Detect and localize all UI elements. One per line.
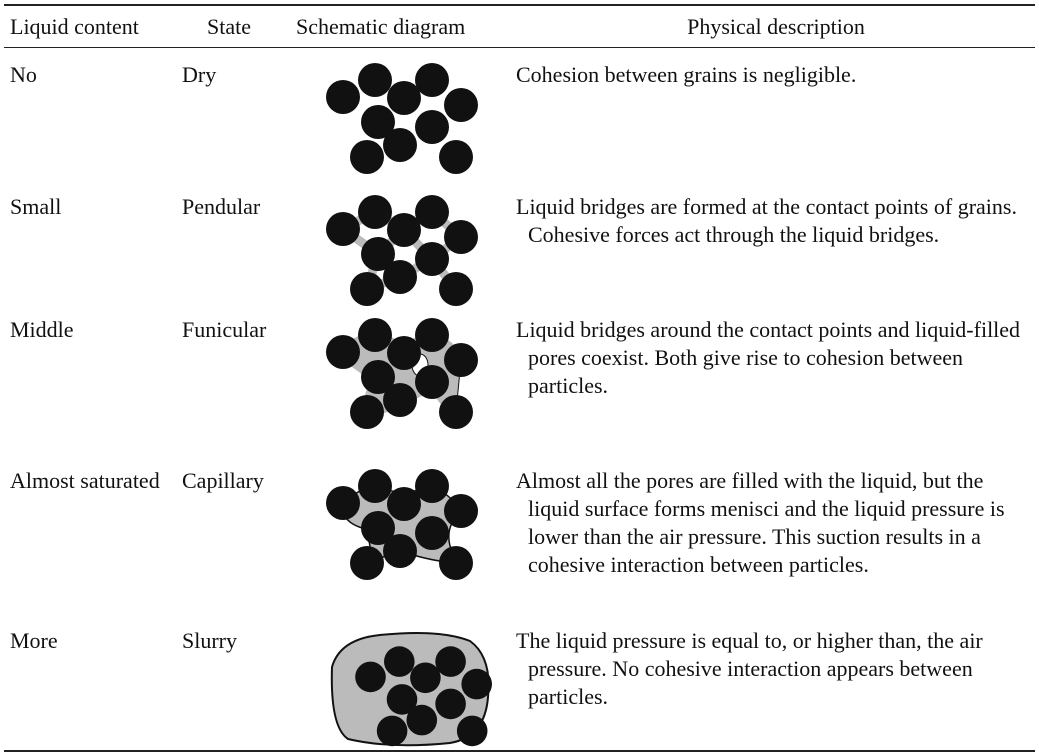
description: Almost all the pores are filled with the… bbox=[516, 468, 1005, 577]
description: Cohesion between grains is negligible. bbox=[516, 62, 857, 87]
header-cell: Physical description bbox=[687, 14, 865, 39]
description: Liquid bridges around the contact points… bbox=[516, 317, 1021, 398]
bottom-rule bbox=[4, 750, 1035, 752]
header-cell: State bbox=[207, 14, 251, 39]
header-rule bbox=[4, 47, 1035, 48]
state: Funicular bbox=[182, 317, 267, 342]
state: Dry bbox=[182, 62, 217, 87]
liquid-content: More bbox=[10, 628, 58, 653]
state: Slurry bbox=[182, 628, 237, 653]
slurry-diagram bbox=[330, 632, 492, 747]
liquid-content: No bbox=[10, 62, 37, 87]
pendular-diagram bbox=[326, 195, 478, 306]
header-cell: Liquid content bbox=[10, 14, 139, 39]
dry-diagram bbox=[326, 63, 478, 174]
capillary-diagram bbox=[326, 469, 478, 580]
liquid-content: Middle bbox=[10, 317, 74, 342]
header-cell: Schematic diagram bbox=[296, 14, 466, 39]
description: The liquid pressure is equal to, or high… bbox=[516, 628, 983, 709]
top-rule bbox=[4, 4, 1035, 6]
liquid-content: Small bbox=[10, 194, 62, 219]
state: Capillary bbox=[182, 468, 264, 493]
state: Pendular bbox=[182, 194, 261, 219]
funicular-diagram bbox=[326, 318, 478, 429]
liquid-content: Almost saturated bbox=[10, 468, 160, 493]
description: Liquid bridges are formed at the contact… bbox=[516, 194, 1017, 247]
